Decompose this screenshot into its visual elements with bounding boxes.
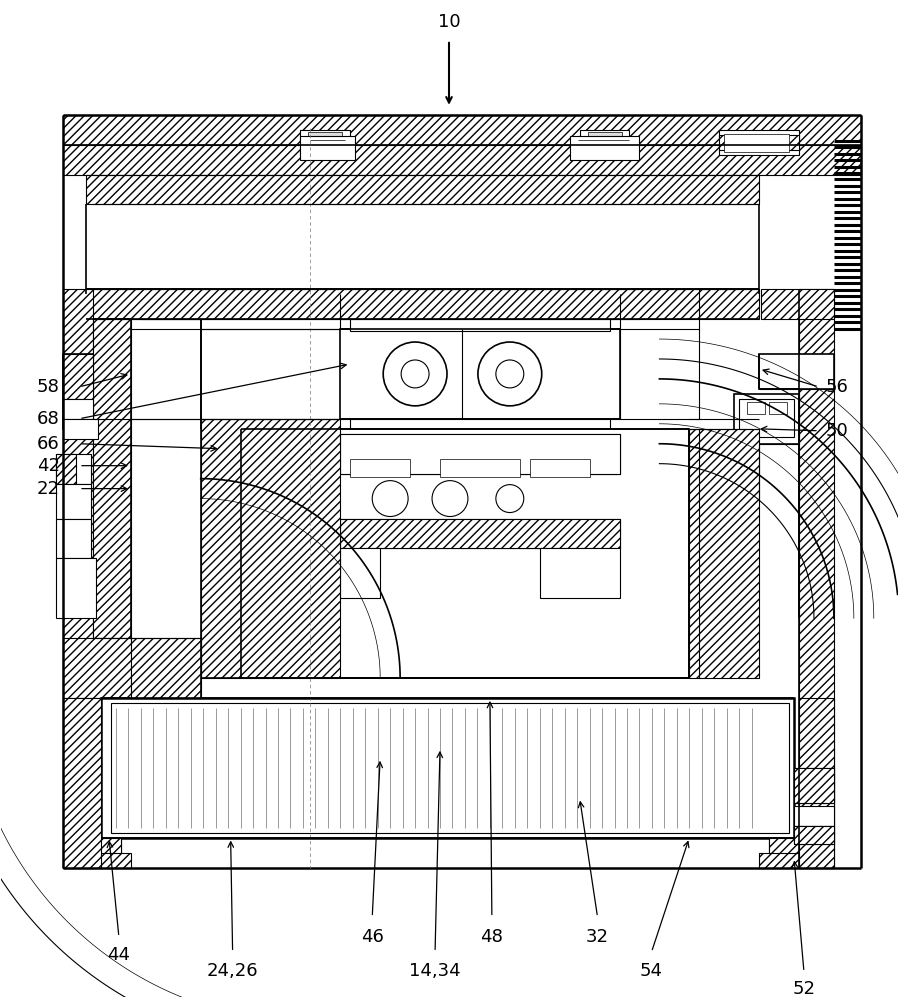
Bar xyxy=(794,826,834,844)
Polygon shape xyxy=(131,638,200,698)
Bar xyxy=(539,548,619,598)
Polygon shape xyxy=(759,853,799,868)
Text: 56: 56 xyxy=(825,378,849,396)
Bar xyxy=(63,354,93,429)
Bar xyxy=(91,860,131,868)
Bar xyxy=(739,399,794,437)
Bar xyxy=(580,130,629,155)
Circle shape xyxy=(401,360,429,388)
Bar xyxy=(769,838,799,860)
Circle shape xyxy=(478,342,542,406)
Bar xyxy=(111,703,789,833)
Polygon shape xyxy=(63,145,861,175)
Text: 58: 58 xyxy=(37,378,59,396)
Polygon shape xyxy=(341,329,619,419)
Polygon shape xyxy=(93,319,131,638)
Polygon shape xyxy=(63,638,131,698)
Bar xyxy=(341,548,380,598)
Text: 50: 50 xyxy=(825,422,849,440)
Bar xyxy=(63,399,93,419)
Polygon shape xyxy=(769,838,799,860)
Polygon shape xyxy=(759,354,834,389)
Text: 42: 42 xyxy=(37,457,59,475)
Bar xyxy=(719,130,799,155)
Bar xyxy=(794,768,834,803)
Polygon shape xyxy=(834,140,861,339)
Bar xyxy=(440,459,520,477)
Text: 48: 48 xyxy=(480,928,503,946)
Bar xyxy=(56,484,91,519)
Text: 54: 54 xyxy=(640,962,663,980)
Bar xyxy=(341,519,619,548)
Bar xyxy=(747,402,765,414)
Text: 10: 10 xyxy=(438,13,460,31)
Polygon shape xyxy=(63,698,101,868)
Bar xyxy=(530,459,590,477)
Text: 44: 44 xyxy=(108,946,130,964)
Bar xyxy=(63,419,98,439)
Text: 14,34: 14,34 xyxy=(409,962,461,980)
Bar xyxy=(769,402,787,414)
Polygon shape xyxy=(690,429,759,678)
Polygon shape xyxy=(86,175,759,204)
Polygon shape xyxy=(794,826,834,844)
Bar xyxy=(300,136,355,160)
Text: 22: 22 xyxy=(37,480,59,498)
Bar xyxy=(56,454,91,484)
Bar xyxy=(91,838,121,860)
Polygon shape xyxy=(56,454,76,484)
Bar xyxy=(588,132,621,152)
Bar xyxy=(759,354,834,389)
Text: 46: 46 xyxy=(360,928,384,946)
Text: 68: 68 xyxy=(37,410,59,428)
Bar xyxy=(56,519,91,558)
Text: 24,26: 24,26 xyxy=(207,962,258,980)
Circle shape xyxy=(496,360,524,388)
Polygon shape xyxy=(341,519,619,548)
Circle shape xyxy=(383,342,447,406)
Text: 52: 52 xyxy=(793,980,815,998)
Bar xyxy=(101,698,794,838)
Bar xyxy=(300,130,351,155)
Polygon shape xyxy=(794,768,834,803)
Polygon shape xyxy=(799,698,834,868)
Polygon shape xyxy=(341,434,619,474)
Bar xyxy=(794,806,834,826)
Polygon shape xyxy=(86,289,759,319)
Bar xyxy=(725,134,789,152)
Polygon shape xyxy=(63,354,93,399)
Bar xyxy=(341,329,619,419)
Bar xyxy=(56,558,96,618)
Polygon shape xyxy=(200,419,341,678)
Polygon shape xyxy=(719,135,799,150)
Bar xyxy=(351,459,410,477)
Polygon shape xyxy=(63,115,861,145)
Bar xyxy=(341,434,619,474)
Bar xyxy=(734,394,799,444)
Polygon shape xyxy=(761,289,834,319)
Bar xyxy=(101,854,121,866)
Polygon shape xyxy=(86,853,131,868)
Circle shape xyxy=(432,481,468,517)
Bar xyxy=(351,319,610,331)
Circle shape xyxy=(372,481,408,517)
Text: 66: 66 xyxy=(37,435,59,453)
Bar xyxy=(308,132,343,152)
Text: 32: 32 xyxy=(586,928,610,946)
Bar xyxy=(241,429,690,678)
Polygon shape xyxy=(91,838,121,860)
Polygon shape xyxy=(63,289,93,868)
Polygon shape xyxy=(799,289,834,868)
Polygon shape xyxy=(63,145,699,175)
Bar xyxy=(570,136,639,160)
Polygon shape xyxy=(734,394,799,444)
Circle shape xyxy=(496,485,524,513)
Bar xyxy=(351,419,610,429)
